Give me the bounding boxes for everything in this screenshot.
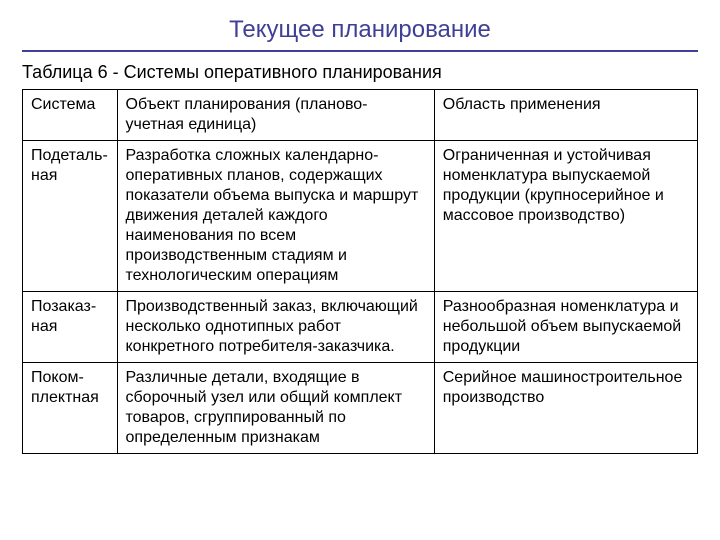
- slide: Текущее планирование Таблица 6 - Системы…: [0, 0, 720, 540]
- cell-system: Поком-плектная: [23, 363, 118, 454]
- cell-object: Производственный заказ, включающий неско…: [117, 292, 434, 363]
- table-header-row: Система Объект планирования (планово-уче…: [23, 90, 698, 141]
- title-rule: [22, 50, 698, 52]
- table-row: Подеталь-ная Разработка сложных календар…: [23, 141, 698, 292]
- header-system: Система: [23, 90, 118, 141]
- cell-system: Позаказ-ная: [23, 292, 118, 363]
- cell-area: Ограниченная и устойчивая номенклатура в…: [434, 141, 697, 292]
- header-area: Область применения: [434, 90, 697, 141]
- cell-object: Различные детали, входящие в сборочный у…: [117, 363, 434, 454]
- systems-table: Система Объект планирования (планово-уче…: [22, 89, 698, 454]
- cell-area: Серийное машиностроительное производство: [434, 363, 697, 454]
- cell-object: Разработка сложных календарно-оперативны…: [117, 141, 434, 292]
- header-object: Объект планирования (планово-учетная еди…: [117, 90, 434, 141]
- cell-system: Подеталь-ная: [23, 141, 118, 292]
- table-row: Поком-плектная Различные детали, входящи…: [23, 363, 698, 454]
- cell-area: Разнообразная номенклатура и небольшой о…: [434, 292, 697, 363]
- table-caption: Таблица 6 - Системы оперативного планиро…: [22, 62, 698, 83]
- slide-title: Текущее планирование: [22, 16, 698, 44]
- table-row: Позаказ-ная Производственный заказ, вклю…: [23, 292, 698, 363]
